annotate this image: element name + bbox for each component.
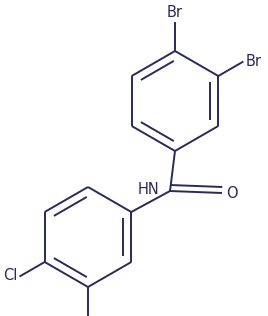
Text: Br: Br [167,5,183,20]
Text: HN: HN [138,181,159,197]
Text: O: O [226,185,238,200]
Text: Cl: Cl [3,269,17,283]
Text: Br: Br [245,54,262,70]
